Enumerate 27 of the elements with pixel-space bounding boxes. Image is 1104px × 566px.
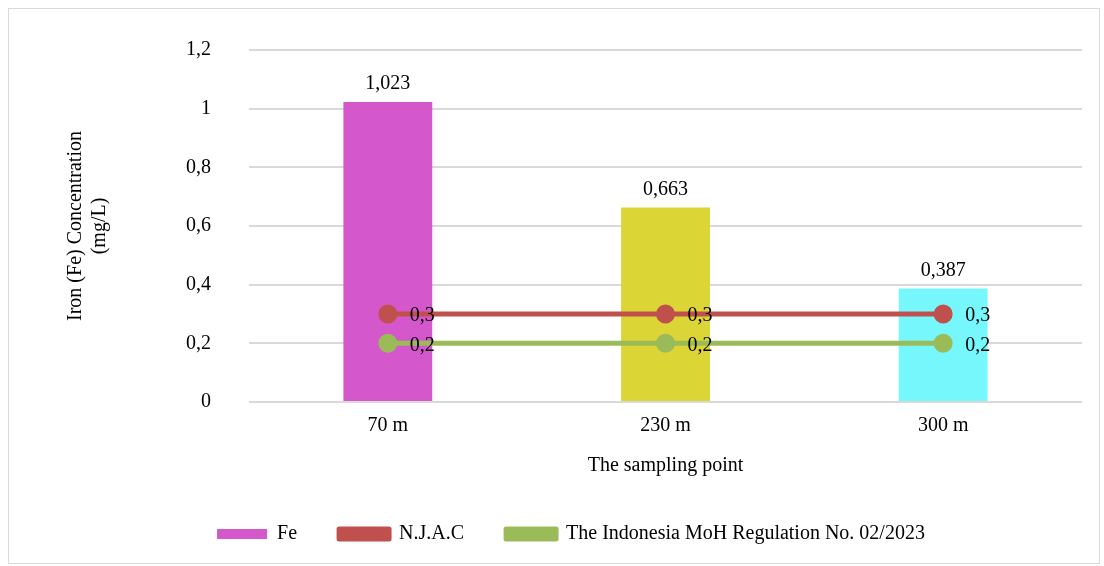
bar [898, 288, 988, 401]
data-label: 0,663 [643, 176, 688, 199]
data-label: 0,3 [409, 303, 435, 326]
y-axis-title: Iron (Fe) Concentration (mg/L) [63, 131, 111, 321]
data-label: 0,3 [687, 303, 713, 326]
y-tick-label: 0,8 [186, 154, 211, 177]
x-axis-title: The sampling point [587, 453, 744, 477]
y-tick-label: 0,2 [186, 330, 211, 353]
legend-label: The Indonesia MoH Regulation No. 02/2023 [566, 521, 925, 545]
x-tick-label: 300 m [917, 413, 969, 436]
y-tick-label: 1 [201, 95, 211, 118]
legend-label: Fe [277, 521, 298, 544]
y-tick-label: 0,4 [186, 271, 211, 294]
y-tick-label: 1,2 [186, 37, 211, 60]
data-label: 0,2 [687, 332, 713, 355]
x-tick-label: 230 m [640, 413, 692, 436]
data-label: 0,3 [965, 303, 991, 326]
x-tick-label: 70 m [367, 413, 409, 436]
bar [621, 207, 710, 401]
data-label: 0,2 [409, 332, 435, 355]
bar [343, 101, 433, 401]
data-label: 1,023 [365, 71, 411, 94]
y-tick-label: 0,6 [186, 213, 211, 236]
data-label: 0,387 [920, 257, 966, 280]
data-label: 0,2 [965, 332, 991, 355]
legend-label: N.J.A.C [399, 521, 465, 544]
y-tick-label: 0 [201, 389, 211, 412]
